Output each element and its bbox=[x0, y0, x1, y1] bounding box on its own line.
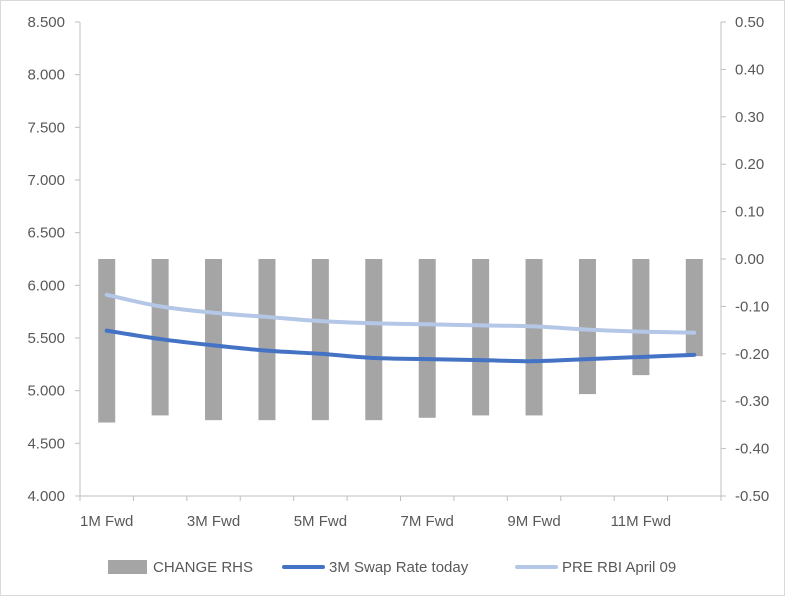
legend-label-pre-rbi-april-09: PRE RBI April 09 bbox=[562, 559, 676, 576]
bar-change-4 bbox=[258, 259, 275, 420]
bar-change-10 bbox=[579, 259, 596, 394]
left-tick-label: 4.000 bbox=[27, 488, 65, 505]
bar-change-8 bbox=[472, 259, 489, 415]
right-tick-label: 0.00 bbox=[735, 251, 764, 268]
left-tick-label: 5.000 bbox=[27, 383, 65, 400]
right-tick-label: 0.30 bbox=[735, 109, 764, 126]
x-tick-label: 7M Fwd bbox=[401, 513, 454, 530]
left-tick-label: 8.500 bbox=[27, 14, 65, 31]
bar-change-12 bbox=[686, 259, 703, 356]
x-tick-label: 11M Fwd bbox=[611, 513, 672, 530]
bar-change-7 bbox=[419, 259, 436, 418]
x-tick-label: 1M Fwd bbox=[80, 513, 133, 530]
bar-change-5 bbox=[312, 259, 329, 420]
right-tick-label: -0.20 bbox=[735, 346, 769, 363]
legend-label-change-rhs: CHANGE RHS bbox=[153, 559, 253, 576]
right-tick-label: -0.10 bbox=[735, 298, 769, 315]
right-tick-label: -0.50 bbox=[735, 488, 769, 505]
line-3m-swap-rate-today bbox=[107, 331, 695, 362]
left-tick-label: 7.500 bbox=[27, 119, 65, 136]
left-tick-label: 5.500 bbox=[27, 330, 65, 347]
left-tick-label: 4.500 bbox=[27, 435, 65, 452]
bar-change-9 bbox=[526, 259, 543, 415]
right-tick-label: 0.40 bbox=[735, 61, 764, 78]
bar-change-1 bbox=[98, 259, 115, 423]
x-tick-label: 3M Fwd bbox=[187, 513, 240, 530]
left-tick-label: 7.000 bbox=[27, 172, 65, 189]
legend-swatch-change-rhs bbox=[108, 560, 147, 574]
left-tick-label: 6.500 bbox=[27, 225, 65, 242]
left-tick-label: 8.000 bbox=[27, 67, 65, 84]
line-pre-rbi-april-09 bbox=[107, 295, 695, 333]
right-tick-label: 0.50 bbox=[735, 14, 764, 31]
bar-change-6 bbox=[365, 259, 382, 420]
x-tick-label: 9M Fwd bbox=[507, 513, 560, 530]
right-tick-label: 0.10 bbox=[735, 204, 764, 221]
right-tick-label: 0.20 bbox=[735, 156, 764, 173]
right-tick-label: -0.30 bbox=[735, 393, 769, 410]
bar-change-3 bbox=[205, 259, 222, 420]
x-tick-label: 5M Fwd bbox=[294, 513, 347, 530]
right-tick-label: -0.40 bbox=[735, 441, 769, 458]
legend-label-3m-swap-rate-today: 3M Swap Rate today bbox=[329, 559, 469, 576]
left-tick-label: 6.000 bbox=[27, 277, 65, 294]
